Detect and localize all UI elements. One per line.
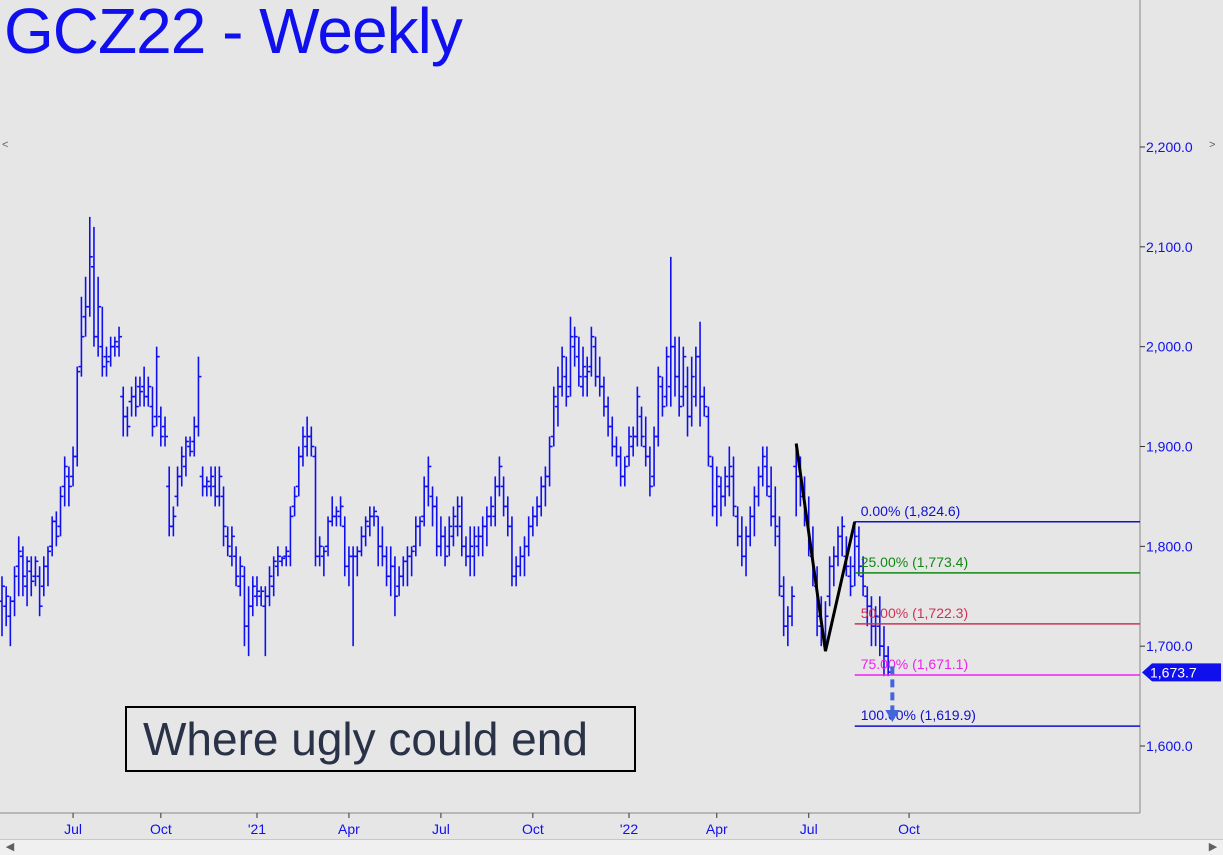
annotation-box: Where ugly could end	[125, 706, 636, 772]
x-tick-label: Apr	[338, 821, 360, 837]
chart-frame	[0, 0, 1141, 814]
annotation-text: Where ugly could end	[143, 713, 588, 765]
y-tick-label: 1,700.0	[1146, 638, 1193, 654]
x-tick-label: Oct	[522, 821, 544, 837]
projection-arrowhead	[885, 710, 900, 723]
last-price-marker	[1142, 663, 1221, 682]
fib-level-label: 0.00% (1,824.6)	[861, 503, 961, 519]
x-tick-label: Jul	[800, 821, 818, 837]
x-tick-label: Jul	[432, 821, 450, 837]
y-tick-label: 1,600.0	[1146, 738, 1193, 754]
x-tick-label: Jul	[64, 821, 82, 837]
x-tick-label: '22	[620, 821, 638, 837]
fibonacci-levels: 0.00% (1,824.6) 25.00% (1,773.4) 50.00% (1…	[854, 503, 1140, 727]
x-tick-label: Apr	[706, 821, 728, 837]
horizontal-scrollbar[interactable]: ◀ ▶	[0, 839, 1223, 855]
y-tick-label: 1,800.0	[1146, 538, 1193, 554]
fib-level-label: 50.00% (1,722.3)	[861, 605, 968, 621]
y-tick-label: 2,000.0	[1146, 339, 1193, 355]
y-tick-label: 1,900.0	[1146, 439, 1193, 455]
fib-level-label: 75.00% (1,671.1)	[861, 656, 968, 672]
x-tick-label: Oct	[898, 821, 920, 837]
x-tick-label: '21	[248, 821, 266, 837]
scroll-left-small-icon[interactable]: <	[2, 139, 9, 151]
y-tick-label: 2,200.0	[1146, 139, 1193, 155]
x-tick-label: Oct	[150, 821, 172, 837]
abc-pattern	[794, 443, 857, 652]
y-axis: 1,600.0 1,700.0 1,800.0 1,900.0 2,000.0 2,100…	[1140, 139, 1221, 754]
scroll-right-small-icon[interactable]: >	[1209, 139, 1216, 151]
scroll-right-icon[interactable]: ▶	[1208, 841, 1218, 853]
last-price-label: 1,673.7	[1150, 664, 1197, 680]
x-axis: Jul Oct '21 Apr Jul Oct '22 Apr Jul Oct	[64, 813, 920, 837]
scroll-left-icon[interactable]: ◀	[5, 841, 15, 853]
abc-polyline	[794, 443, 857, 652]
fib-level-label: 25.00% (1,773.4)	[861, 554, 968, 570]
chart-title: GCZ22 - Weekly	[4, 0, 463, 67]
projection-arrow	[885, 666, 900, 723]
fib-level-label: 100.00% (1,619.9)	[861, 707, 976, 723]
y-tick-label: 2,100.0	[1146, 239, 1193, 255]
price-bars	[0, 216, 892, 677]
